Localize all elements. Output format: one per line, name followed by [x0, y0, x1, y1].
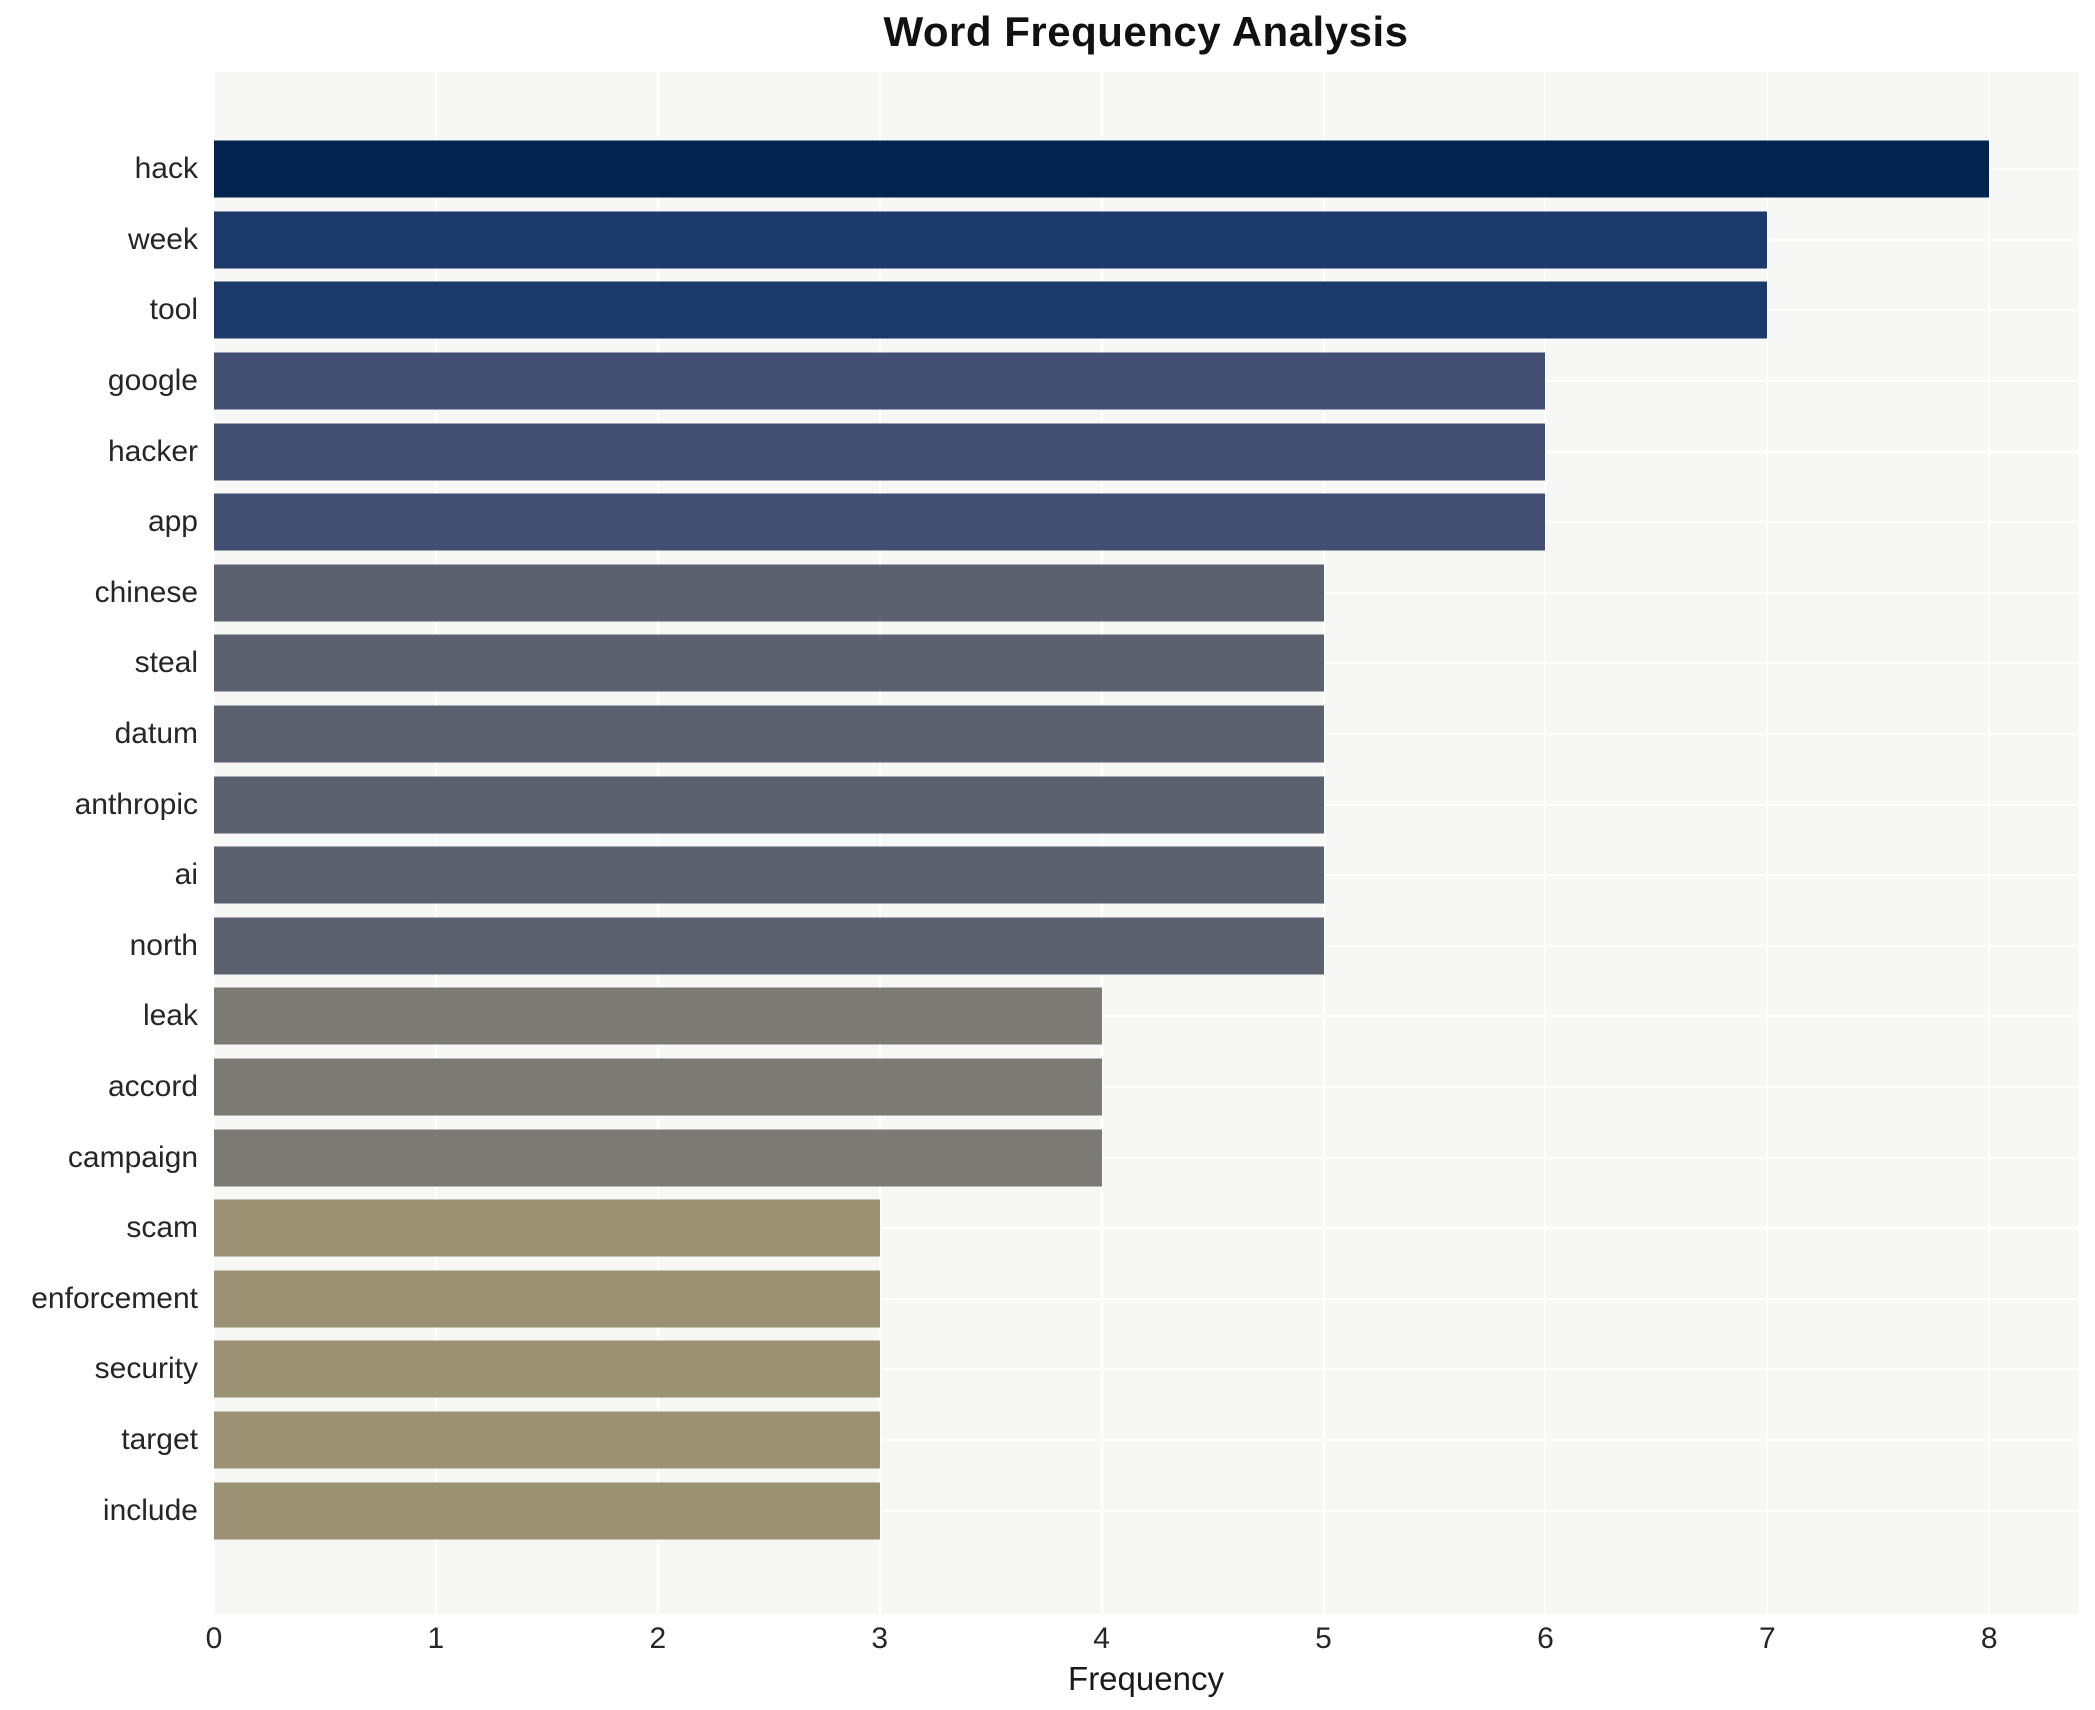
gridline-x-2 [656, 72, 659, 1614]
x-tick-4: 4 [1093, 1622, 1110, 1655]
gridline-y [214, 1227, 2078, 1230]
bar-row [214, 416, 2078, 487]
category-label-chinese: chinese [94, 575, 198, 609]
category-label-leak: leak [142, 999, 198, 1033]
bar-row [214, 134, 2078, 205]
gridline-y [214, 1086, 2078, 1089]
bar-tool [214, 281, 1768, 339]
gridline-y [214, 1156, 2078, 1159]
category-label-app: app [147, 505, 198, 539]
x-tick-0: 0 [205, 1622, 223, 1655]
x-tick-5: 5 [1315, 1622, 1332, 1655]
gridline-y [214, 1297, 2078, 1300]
bar-row [214, 205, 2078, 276]
gridline-x-4 [1100, 72, 1103, 1614]
bar-hacker [214, 423, 1546, 481]
bar-chinese [214, 564, 1324, 622]
bar-row [214, 1122, 2078, 1193]
bar-app [214, 493, 1546, 551]
bar-row [214, 840, 2078, 911]
category-label-anthropic: anthropic [74, 787, 198, 821]
bar-anthropic [214, 776, 1324, 834]
gridline-x-6 [1544, 72, 1547, 1614]
bar-row [214, 911, 2078, 982]
gridline-x-5 [1322, 72, 1325, 1614]
plot-area [213, 72, 2078, 1614]
category-label-hack: hack [134, 152, 198, 186]
y-axis-category-labels: hack week tool google hacker app chinese steal d… [0, 72, 206, 1614]
category-label-include: include [102, 1493, 198, 1527]
bar-row [214, 558, 2078, 629]
category-label-hacker: hacker [107, 434, 198, 468]
category-label-tool: tool [149, 293, 198, 327]
category-label-campaign: campaign [67, 1140, 198, 1174]
bar-row [214, 487, 2078, 558]
bar-include [214, 1482, 880, 1540]
x-axis-label: Frequency [1068, 1660, 1224, 1697]
x-axis-tick-labels: 0 1 2 3 4 5 6 7 8 [206, 1622, 2078, 1658]
category-label-week: week [127, 222, 198, 256]
bar-enforcement [214, 1270, 880, 1328]
gridline-x-0 [213, 72, 215, 1614]
bar-row [214, 346, 2078, 417]
gridline-y [214, 1015, 2078, 1018]
gridline-x-1 [434, 72, 437, 1614]
bar-row [214, 981, 2078, 1052]
category-label-enforcement: enforcement [31, 1281, 198, 1315]
gridline-y [214, 1509, 2078, 1512]
bar-week [214, 211, 1768, 269]
bar-row [214, 1334, 2078, 1405]
category-label-ai: ai [174, 858, 198, 892]
x-tick-1: 1 [427, 1622, 445, 1655]
bar-datum [214, 705, 1324, 763]
x-tick-6: 6 [1537, 1622, 1554, 1655]
bar-leak [214, 987, 1102, 1045]
bar-target [214, 1411, 880, 1469]
gridline-x-8 [1988, 72, 1991, 1614]
chart-title: Word Frequency Analysis [883, 8, 1409, 55]
gridline-y [214, 1368, 2078, 1371]
bar-row [214, 1264, 2078, 1335]
category-label-accord: accord [107, 1070, 198, 1104]
x-tick-7: 7 [1758, 1622, 1776, 1655]
bar-north [214, 917, 1324, 975]
bar-row [214, 1193, 2078, 1264]
category-label-security: security [94, 1352, 198, 1386]
x-tick-3: 3 [871, 1622, 889, 1655]
bar-row [214, 1052, 2078, 1123]
bar-ai [214, 846, 1324, 904]
bars-container [214, 134, 2078, 1546]
x-tick-8: 8 [1980, 1622, 1998, 1655]
bar-steal [214, 634, 1324, 692]
bar-google [214, 352, 1546, 410]
category-label-google: google [107, 364, 198, 398]
category-label-datum: datum [114, 717, 198, 751]
bar-accord [214, 1058, 1102, 1116]
gridline-x-3 [878, 72, 881, 1614]
bar-scam [214, 1199, 880, 1257]
category-label-north: north [129, 928, 198, 962]
bar-hack [214, 140, 1990, 198]
gridline-x-7 [1766, 72, 1769, 1614]
bar-row [214, 628, 2078, 699]
gridline-y [214, 1438, 2078, 1441]
bar-security [214, 1340, 880, 1398]
category-label-scam: scam [126, 1211, 198, 1245]
x-tick-2: 2 [649, 1622, 667, 1655]
category-label-steal: steal [134, 646, 198, 680]
bar-row [214, 275, 2078, 346]
bar-campaign [214, 1129, 1102, 1187]
bar-row [214, 699, 2078, 770]
bar-row [214, 1405, 2078, 1476]
category-label-target: target [121, 1423, 198, 1457]
bar-row [214, 769, 2078, 840]
bar-row [214, 1475, 2078, 1546]
